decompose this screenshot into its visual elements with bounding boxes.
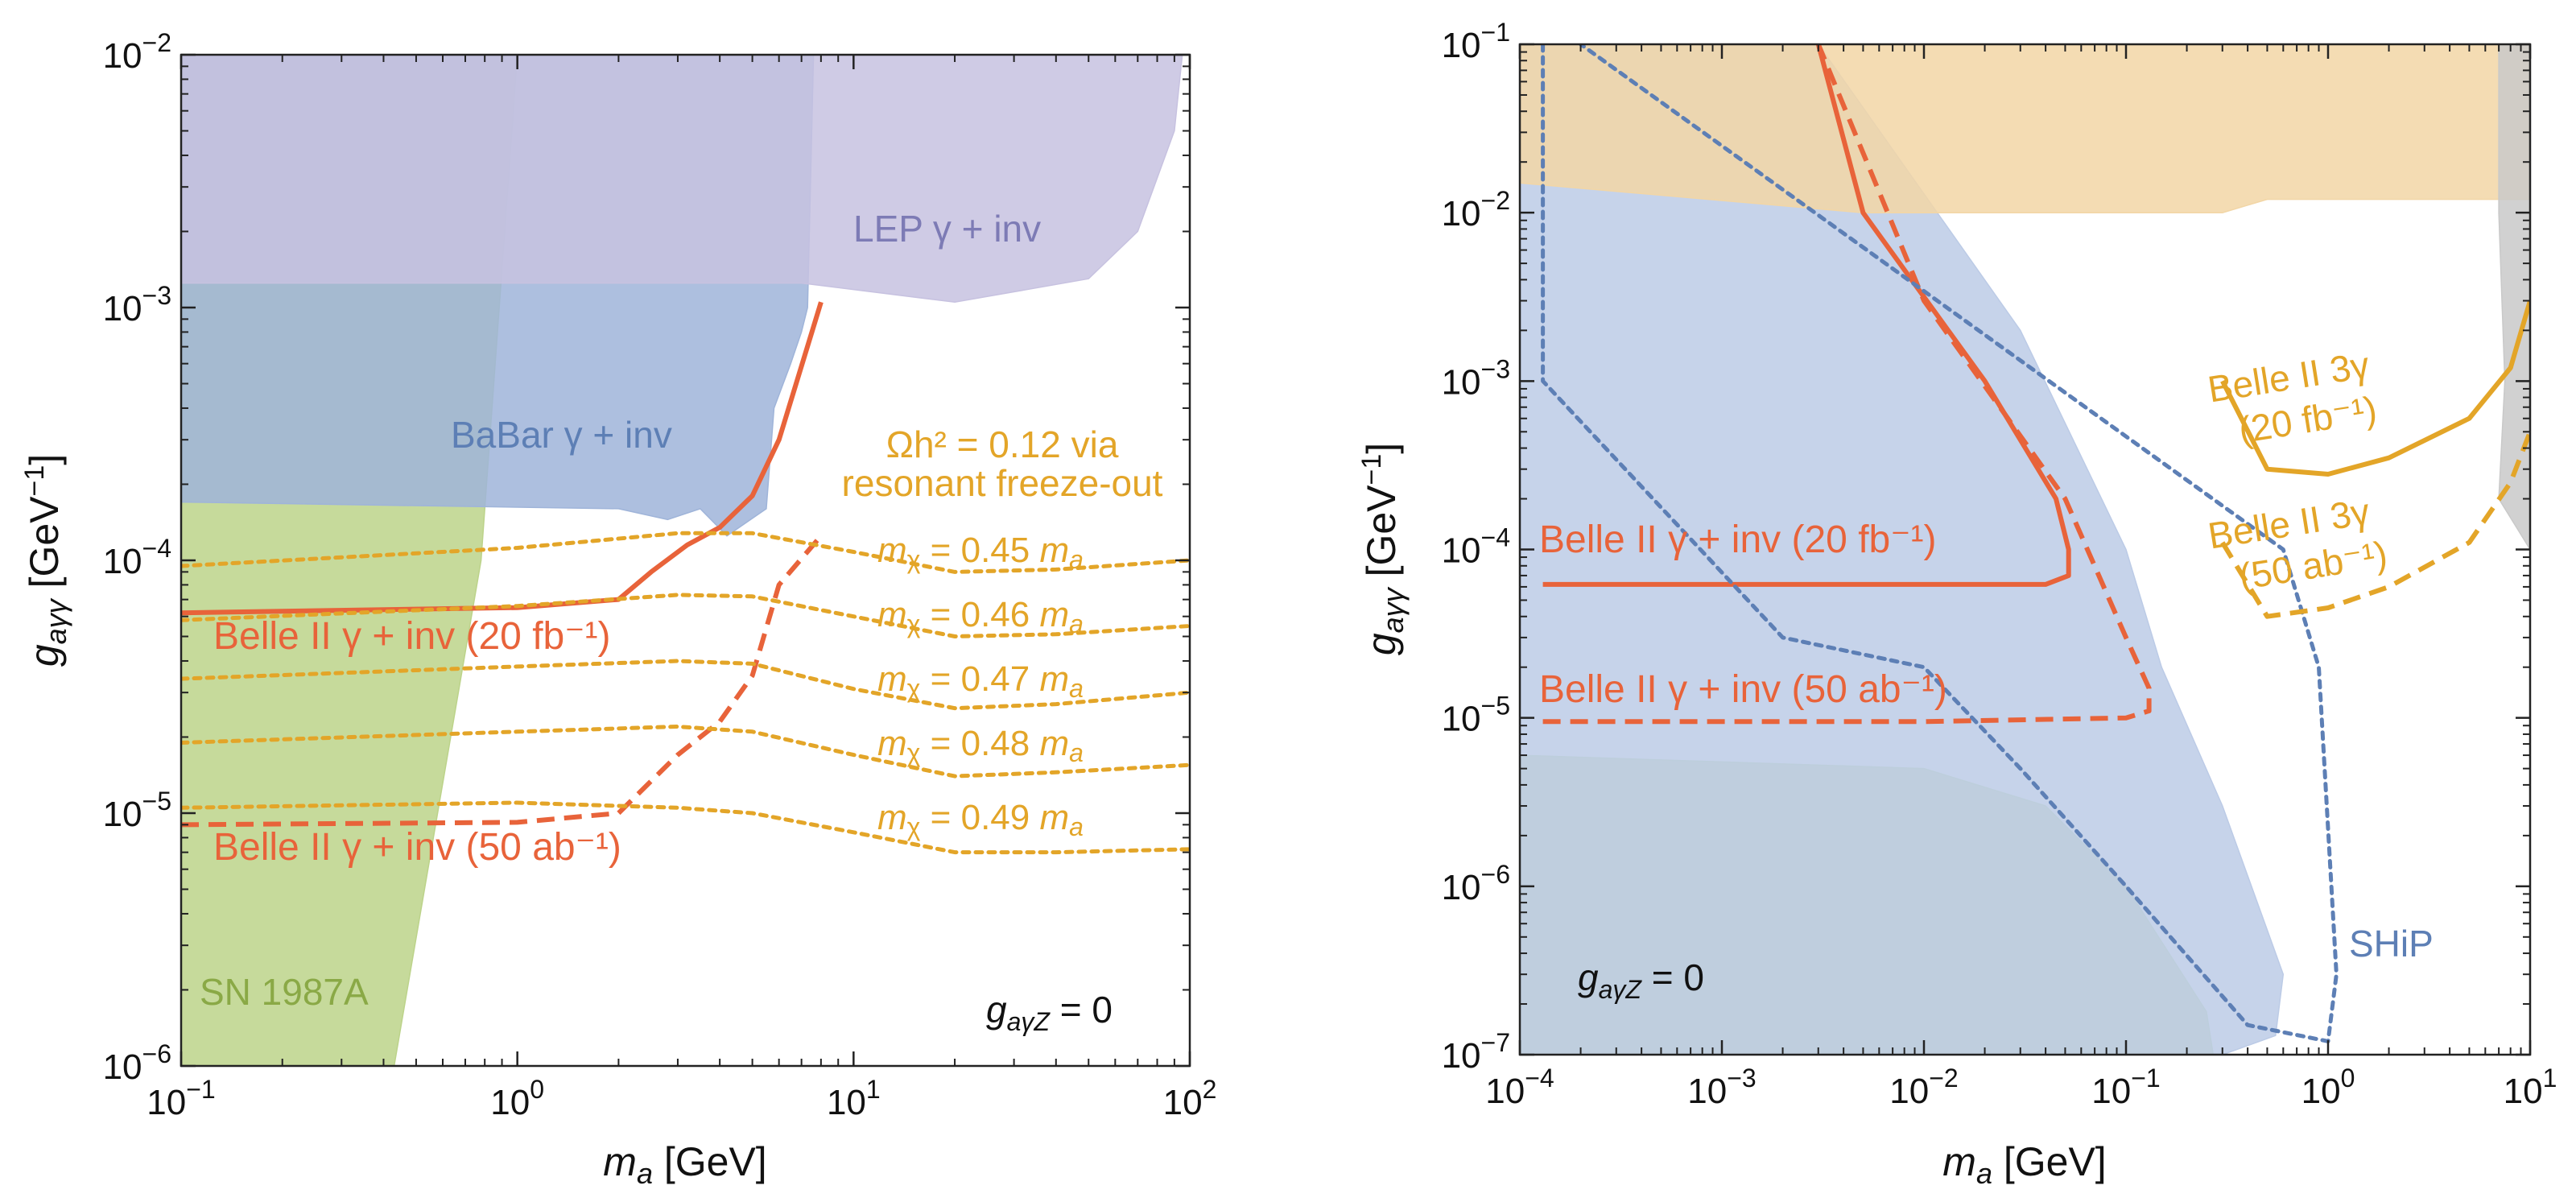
- left-xtick-label: 100: [490, 1075, 544, 1122]
- mchi-labels: mχ = 0.45 ma mχ = 0.46 ma mχ = 0.47 ma m…: [877, 531, 1084, 841]
- right-xtick-label: 10−4: [1485, 1064, 1554, 1111]
- left-series-m-0-48-m-a: [181, 725, 1190, 779]
- label-lep: LEP γ + inv: [853, 208, 1041, 250]
- label-mx49: mχ = 0.49 ma: [877, 798, 1084, 841]
- left-ytick-label: 10−5: [103, 787, 171, 834]
- label-belle20-right: Belle II γ + inv (20 fb⁻¹): [1539, 518, 1937, 561]
- right-region-blue-band: [1520, 44, 2285, 1055]
- left-ytick-label: 10−3: [103, 281, 171, 328]
- label-relic-line1: Ωh² = 0.12 via: [886, 423, 1119, 465]
- label-ship: SHiP: [2349, 923, 2434, 964]
- left-series-belle-ii-inv-50-ab-1: [181, 534, 824, 828]
- right-ytick-label: 10−4: [1442, 523, 1510, 571]
- right-xtick-label: 100: [2301, 1064, 2355, 1111]
- left-region-lep-inv: [181, 55, 1183, 304]
- right-xtick-label: 101: [2504, 1064, 2557, 1111]
- left-xtick-label: 10−1: [147, 1075, 215, 1122]
- right-annotation: gaγZ = 0: [1578, 956, 1704, 1004]
- left-xtick-label: 102: [1163, 1075, 1217, 1122]
- right-ytick-label: 10−3: [1442, 354, 1510, 402]
- right-region-orange-band-top: [1520, 44, 2530, 213]
- right-series-belle-ii-inv-50-ab-1: [1542, 44, 2152, 725]
- right-series-belle-ii-inv-20-fb-1: [1542, 44, 2071, 587]
- label-belle20-left: Belle II γ + inv (20 fb⁻¹): [213, 615, 611, 658]
- right-ytick-label: 10−1: [1442, 18, 1510, 65]
- left-ytick-label: 10−2: [103, 28, 171, 76]
- label-mx47: mχ = 0.47 ma: [877, 659, 1084, 703]
- right-xtick-label: 10−3: [1687, 1064, 1756, 1111]
- label-belle50-left: Belle II γ + inv (50 ab⁻¹): [213, 826, 621, 869]
- label-mx48: mχ = 0.48 ma: [877, 724, 1084, 767]
- right-xtick-label: 10−2: [1889, 1064, 1958, 1111]
- right-ytick-label: 10−7: [1442, 1028, 1510, 1076]
- left-ylabel: gaγγ [GeV−1]: [19, 454, 72, 667]
- right-xlabel: ma [GeV]: [1942, 1139, 2106, 1190]
- label-sn1987a: SN 1987A: [200, 971, 369, 1013]
- label-mx45: mχ = 0.45 ma: [877, 531, 1084, 574]
- left-series: [181, 301, 1190, 855]
- left-chart: 10−1 100 101 102 10−6 10−5 10−4 10−3 10−2 ma [Ge…: [19, 28, 1216, 1190]
- right-chart: 10−4 10−3 10−2 10−1 100 101 10−7 10−6 10−5 10−4 10…: [1356, 18, 2557, 1190]
- left-ticks: 10−1 100 101 102 10−6 10−5 10−4 10−3 10−2: [103, 28, 1217, 1122]
- label-belle50-right: Belle II γ + inv (50 ab⁻¹): [1539, 668, 1947, 711]
- right-ticks: 10−4 10−3 10−2 10−1 100 101 10−7 10−6 10−5 10−4 10…: [1442, 18, 2557, 1111]
- right-ylabel: gaγγ [GeV−1]: [1356, 443, 1410, 655]
- right-series-belle-ii-3-20-fb-1: [2220, 299, 2530, 477]
- left-xlabel: ma [GeV]: [603, 1139, 766, 1190]
- label-relic-line2: resonant freeze-out: [842, 462, 1163, 504]
- left-series-m-0-47-m-a: [181, 659, 1190, 711]
- right-ytick-label: 10−6: [1442, 860, 1510, 907]
- right-series-belle-ii-3-50-ab-1: [2220, 431, 2530, 619]
- right-ytick-label: 10−2: [1442, 186, 1510, 233]
- right-regions: [1520, 44, 2530, 1055]
- right-xtick-label: 10−1: [2091, 1064, 2160, 1111]
- left-ytick-label: 10−6: [103, 1039, 171, 1087]
- label-babar: BaBar γ + inv: [451, 414, 672, 456]
- left-ytick-label: 10−4: [103, 534, 171, 581]
- left-series-m-0-45-m-a: [181, 531, 1190, 574]
- right-ytick-label: 10−5: [1442, 692, 1510, 739]
- left-regions: [181, 55, 1183, 1066]
- right-series: [1541, 44, 2530, 1043]
- left-xtick-label: 101: [827, 1075, 881, 1122]
- label-mx46: mχ = 0.46 ma: [877, 595, 1084, 638]
- left-annotation: gaγZ = 0: [986, 989, 1113, 1036]
- left-series-belle-ii-inv-20-fb-1: [181, 301, 824, 616]
- left-series-m-0-49-m-a: [181, 800, 1190, 855]
- right-series-ship: [1541, 44, 2339, 1043]
- left-series-m-0-46-m-a: [181, 593, 1190, 638]
